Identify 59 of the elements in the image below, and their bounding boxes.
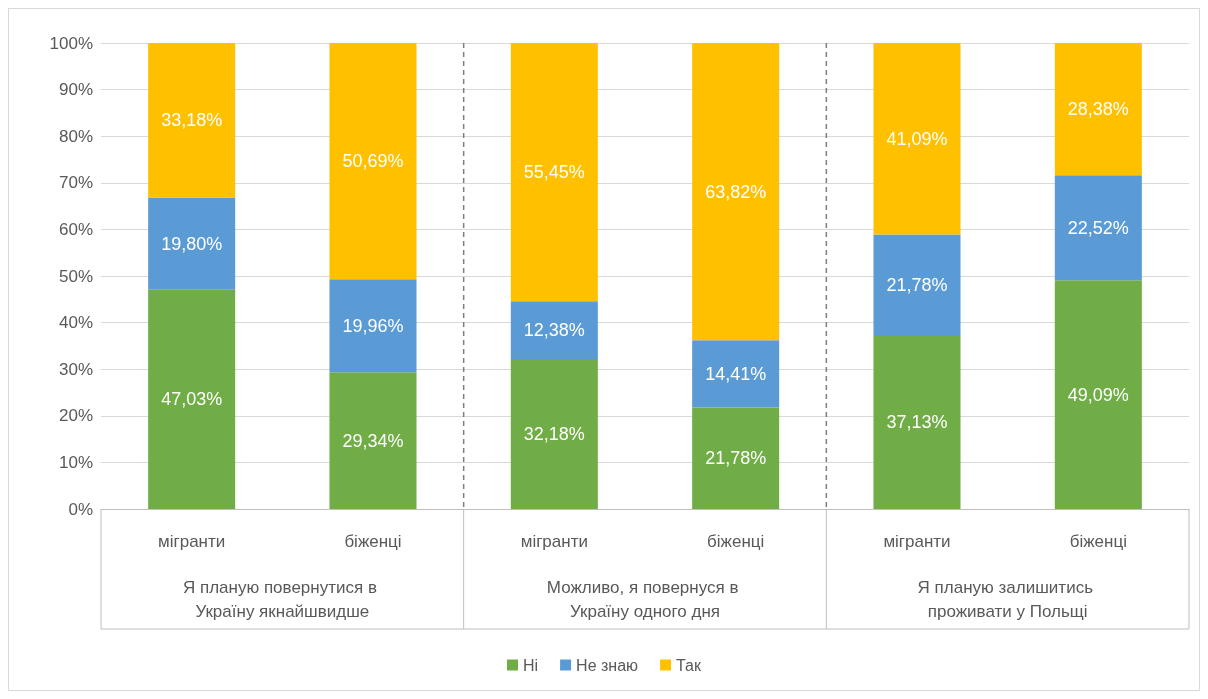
data-label: 41,09% <box>886 128 948 149</box>
bar <box>692 407 780 509</box>
y-tick-label: 40% <box>58 313 93 333</box>
bar <box>873 234 961 336</box>
legend-label: Не знаю <box>576 656 639 674</box>
data-label: 21,78% <box>886 275 948 296</box>
data-label: 19,96% <box>342 315 404 336</box>
bar <box>510 359 598 509</box>
data-label: 32,18% <box>523 424 585 445</box>
bar <box>1054 43 1142 176</box>
bar <box>692 43 780 341</box>
data-label: 29,34% <box>342 430 404 451</box>
data-label: 19,80% <box>161 233 223 254</box>
y-tick-label: 50% <box>58 266 93 286</box>
legend-label: Так <box>676 656 703 674</box>
bar <box>510 301 598 360</box>
data-label: 14,41% <box>705 363 767 384</box>
y-tick-label: 10% <box>58 452 93 472</box>
bar <box>148 289 236 509</box>
x-tick-label: біженці <box>1069 532 1127 551</box>
y-tick-label: 80% <box>58 126 93 146</box>
x-tick-label: мігранти <box>883 532 951 551</box>
data-label: 47,03% <box>161 389 223 410</box>
data-label: 55,45% <box>523 162 585 183</box>
bar <box>148 43 236 198</box>
text: Я планую залишитись проживати у Польщі <box>917 577 1098 621</box>
bar <box>510 43 598 302</box>
data-label: 37,13% <box>886 412 948 433</box>
y-tick-label: 0% <box>68 499 93 519</box>
bar <box>1054 175 1142 281</box>
bar <box>692 340 780 408</box>
data-label: 12,38% <box>523 320 585 341</box>
y-tick-label: 70% <box>58 173 93 193</box>
x-tick-label: мігранти <box>158 532 226 551</box>
bar <box>329 372 417 509</box>
bar <box>873 43 961 235</box>
text: Можливо, я повернуся в Україну одного дня <box>546 577 744 621</box>
data-label: 22,52% <box>1067 217 1129 238</box>
bar <box>873 335 961 509</box>
bar <box>329 43 417 280</box>
y-tick-label: 30% <box>58 359 93 379</box>
legend-label: Ні <box>522 656 539 674</box>
x-tick-label: біженці <box>344 532 402 551</box>
x-tick-label: біженці <box>707 532 765 551</box>
x-tick-label: мігранти <box>520 532 588 551</box>
data-label: 21,78% <box>705 448 767 469</box>
y-tick-label: 90% <box>58 80 93 100</box>
data-label: 33,18% <box>161 110 223 131</box>
data-label: 63,82% <box>705 181 767 202</box>
data-label: 28,38% <box>1067 99 1129 120</box>
bar <box>1054 280 1142 509</box>
data-label: 49,09% <box>1067 384 1129 405</box>
y-tick-label: 60% <box>58 219 93 239</box>
y-tick-label: 20% <box>58 406 93 426</box>
bar <box>148 197 236 290</box>
data-label: 50,69% <box>342 151 404 172</box>
y-tick-label: 100% <box>49 33 93 53</box>
bar <box>329 279 417 373</box>
text: Я планую повернутися в Україну якнайшвидше <box>182 577 382 621</box>
